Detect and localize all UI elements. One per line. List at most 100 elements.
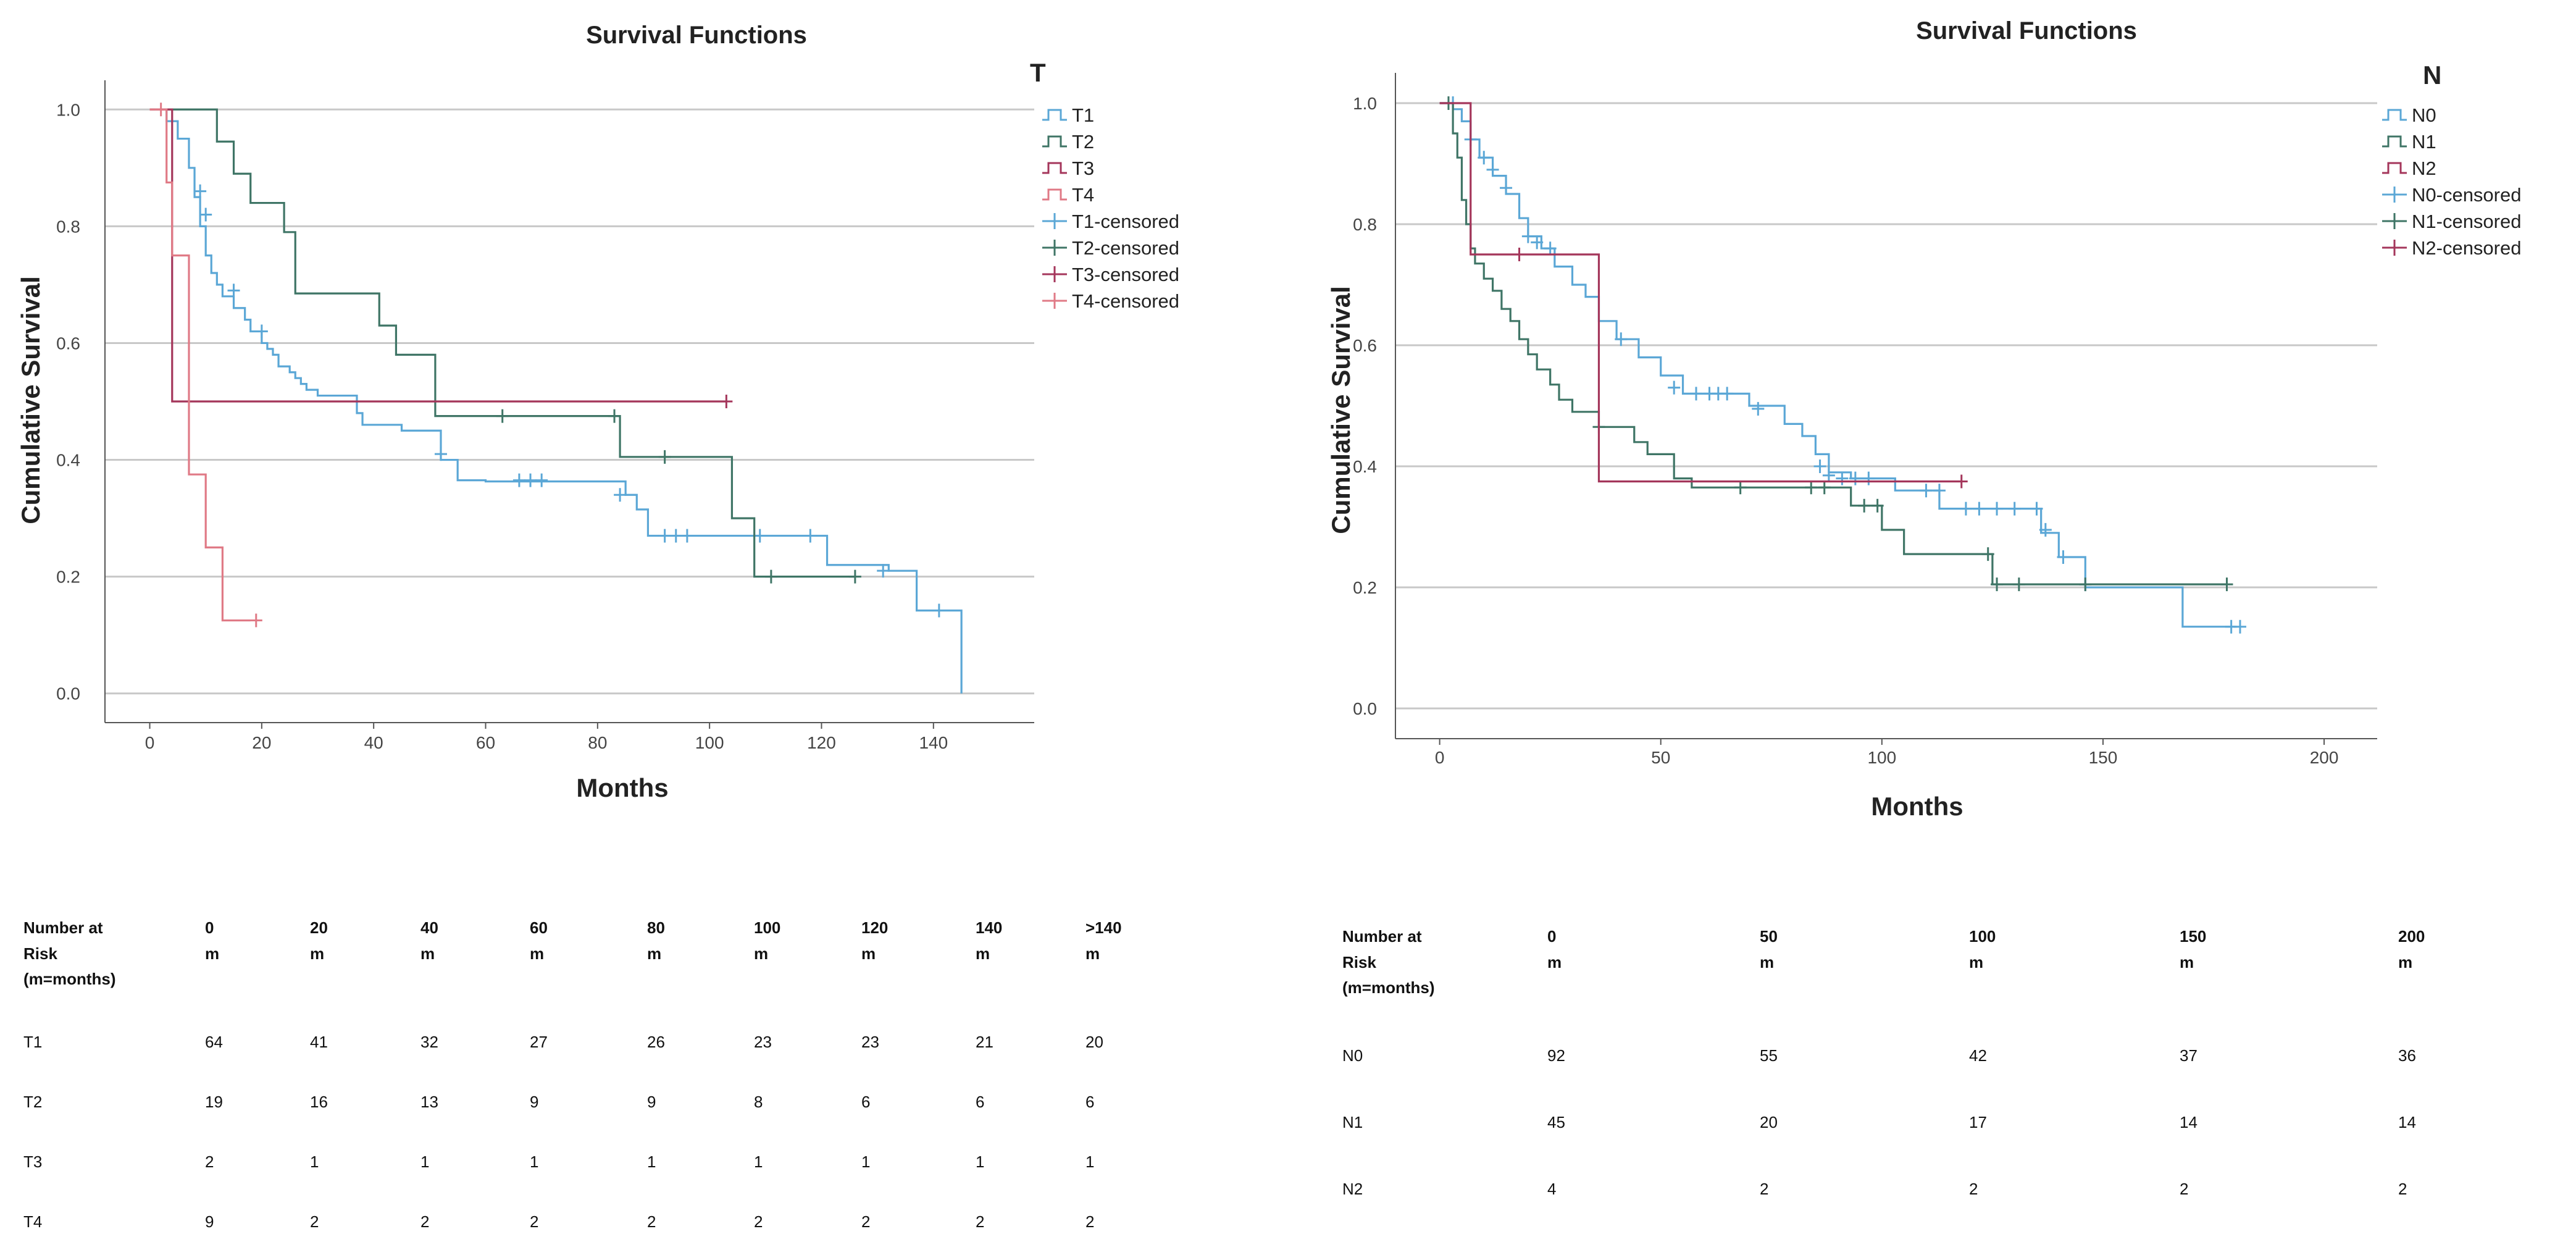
x-axis-label: Months [1871, 792, 1963, 821]
x-tick-label: 200 [2310, 748, 2339, 767]
censor-mark-n0 [1752, 401, 1765, 416]
risk-cell: 2 [420, 1212, 430, 1231]
risk-cell: 41 [310, 1033, 328, 1051]
legend-item-t3-censored: T3-censored [1072, 264, 1179, 285]
legend-symbol [1042, 240, 1067, 256]
legend-item-t1-censored: T1-censored [1072, 211, 1179, 232]
risk-column-header-line: m [1760, 952, 1775, 972]
censor-mark-n0 [1531, 235, 1544, 250]
risk-cell: 1 [976, 1152, 985, 1171]
legend-item-t3: T3 [1072, 157, 1094, 179]
risk-cell: 23 [754, 1033, 772, 1051]
y-tick-label: 0.2 [56, 568, 80, 587]
risk-cell: 19 [205, 1093, 223, 1111]
censor-mark-t1 [535, 473, 548, 487]
risk-cell: 6 [976, 1093, 985, 1111]
risk-column-header: 20 m [310, 915, 328, 967]
legend-item-n0-censored: N0-censored [2412, 184, 2521, 206]
legend-symbol [1042, 135, 1067, 148]
risk-column-header: 80 m [647, 915, 665, 967]
risk-cell: 1 [754, 1152, 763, 1171]
y-tick-label: 0.2 [1353, 578, 1377, 597]
risk-cell: 1 [647, 1152, 656, 1171]
risk-cell: 1 [530, 1152, 539, 1171]
legend-symbol [1042, 162, 1067, 174]
survival-chart-t: Survival Functions Months Cumulative Sur… [16, 22, 1179, 802]
risk-column-header-line: m [1547, 952, 1562, 972]
censor-mark-t2 [496, 409, 509, 423]
x-tick-label: 0 [145, 733, 155, 752]
risk-cell: 2 [1760, 1180, 1769, 1198]
censor-mark-n0 [1500, 181, 1513, 195]
censor-mark-n1 [2220, 577, 2233, 592]
series-line-t1 [149, 108, 963, 694]
censor-mark-n0 [2039, 523, 2052, 537]
censor-mark-n0 [1668, 380, 1681, 395]
risk-header-line: Number at [1342, 927, 1422, 946]
legend-item-t2: T2 [1072, 131, 1094, 153]
censor-mark-n0 [1822, 468, 1835, 482]
censor-mark-n1 [1981, 547, 1994, 561]
censor-mark-t1 [199, 208, 212, 222]
series-line-n0 [1439, 102, 2236, 628]
risk-column-header-line: m [2180, 952, 2194, 972]
censor-mark-t2 [658, 450, 671, 464]
risk-column-header-line: 100 [754, 918, 781, 937]
risk-cell: 55 [1760, 1046, 1778, 1065]
series-line-t3 [149, 108, 727, 403]
censor-mark-t1 [932, 603, 945, 618]
risk-cell: 1 [310, 1152, 319, 1171]
risk-column-header-line: m [205, 944, 220, 963]
censor-mark-t1 [614, 488, 627, 502]
risk-row-label: N1 [1342, 1113, 1363, 1131]
risk-cell: 64 [205, 1033, 223, 1051]
censor-mark-t1 [669, 529, 682, 543]
censor-mark-t1 [680, 529, 693, 543]
risk-column-header: 100 m [754, 915, 780, 967]
censor-mark-t2 [848, 569, 861, 584]
y-axis-label: Cumulative Survival [1326, 286, 1355, 534]
risk-column-header: 50 m [1760, 924, 1778, 975]
censor-mark-n0 [2057, 550, 2070, 564]
legend-item-n2-censored: N2-censored [2412, 237, 2521, 259]
censor-mark-t1 [877, 564, 890, 578]
censor-mark-n1 [1805, 481, 1818, 495]
legend-title: T [1030, 58, 1046, 87]
risk-column-header-line: >140 [1085, 918, 1122, 937]
risk-column-header-line: m [530, 944, 545, 963]
censor-mark-n0 [1920, 484, 1933, 498]
risk-column-header: >140 m [1085, 915, 1122, 967]
censor-mark-n0 [2233, 619, 2246, 634]
risk-cell: 2 [310, 1212, 319, 1231]
censor-mark-n0 [1544, 241, 1557, 256]
x-tick-label: 80 [588, 733, 607, 752]
y-tick-label: 0.6 [1353, 336, 1377, 355]
risk-column-header-line: m [2398, 952, 2413, 972]
censor-mark-t1 [658, 529, 671, 543]
censor-mark-n1 [1818, 481, 1831, 495]
risk-column-header: 150 m [2180, 924, 2206, 975]
censor-mark-t1 [524, 473, 537, 487]
censor-mark-n0 [1813, 460, 1826, 473]
risk-column-header-line: m [647, 944, 662, 963]
censor-mark-n0 [1721, 387, 1734, 401]
y-tick-label: 1.0 [56, 100, 80, 119]
legend-item-t2-censored: T2-censored [1072, 237, 1179, 259]
risk-cell: 2 [1969, 1180, 1978, 1198]
x-tick-label: 100 [1867, 748, 1896, 767]
risk-cell: 2 [530, 1212, 539, 1231]
risk-column-header-line: m [310, 944, 325, 963]
risk-column-header-line: m [1085, 944, 1100, 963]
censor-mark-t4 [249, 613, 262, 628]
risk-cell: 9 [530, 1093, 539, 1111]
censor-mark-n0 [1615, 332, 1628, 346]
risk-row-label: T1 [23, 1033, 43, 1051]
risk-header-label: Number at Risk (m=months) [23, 915, 116, 993]
risk-header-line: Number at [23, 918, 103, 937]
censor-mark-t1 [227, 283, 240, 298]
risk-cell: 1 [1085, 1152, 1095, 1171]
risk-cell: 37 [2180, 1046, 2198, 1065]
y-tick-label: 0.8 [56, 217, 80, 236]
